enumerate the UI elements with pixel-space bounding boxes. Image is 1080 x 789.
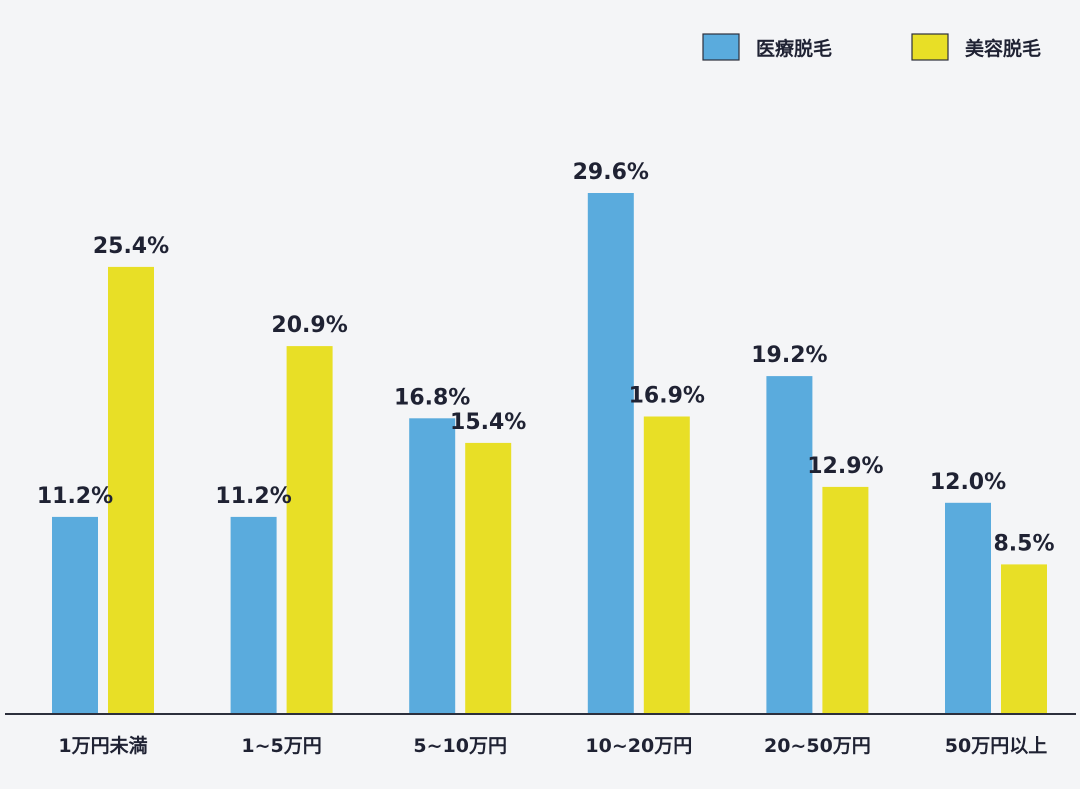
bar-medical-0 [52, 516, 98, 714]
x-tick-label-1: 1~5万円 [241, 735, 321, 757]
value-label-beauty-5: 8.5% [993, 531, 1054, 556]
value-label-beauty-0: 25.4% [93, 234, 169, 259]
value-label-beauty-3: 16.9% [629, 384, 705, 409]
bar-beauty-4 [822, 486, 869, 714]
value-label-medical-1: 11.2% [215, 484, 291, 509]
x-tick-label-4: 20~50万円 [764, 735, 871, 757]
legend-label-medical: 医療脱毛 [756, 37, 832, 60]
value-label-medical-2: 16.8% [394, 385, 470, 410]
value-label-medical-3: 29.6% [573, 160, 649, 185]
bar-beauty-0 [108, 266, 154, 714]
x-tick-label-0: 1万円未満 [58, 734, 147, 757]
value-label-medical-0: 11.2% [37, 484, 113, 509]
bar-medical-4 [766, 376, 813, 714]
bar-medical-1 [230, 516, 277, 714]
bar-beauty-5 [1001, 564, 1047, 714]
legend-label-beauty: 美容脱毛 [965, 37, 1041, 60]
bar-medical-3 [587, 193, 634, 714]
value-label-beauty-1: 20.9% [271, 313, 347, 338]
bar-medical-5 [945, 502, 991, 714]
value-label-medical-4: 19.2% [751, 343, 827, 368]
x-tick-label-3: 10~20万円 [585, 735, 692, 757]
value-label-beauty-2: 15.4% [450, 410, 526, 435]
legend-swatch-medical [702, 33, 740, 61]
legend: 医療脱毛 美容脱毛 [702, 33, 1041, 61]
x-tick-label-5: 50万円以上 [945, 735, 1047, 757]
x-axis-tick-labels: 1万円未満 1~5万円 5~10万円 10~20万円 20~50万円 50万円以上 [58, 734, 1047, 757]
bar-beauty-3 [643, 416, 690, 714]
x-tick-label-2: 5~10万円 [413, 735, 507, 757]
value-labels: 11.2% 25.4% 11.2% 20.9% 16.8%15.4% 29.6% 16.9%… [37, 160, 1055, 556]
bar-beauty-2 [465, 442, 512, 714]
value-label-medical-5: 12.0% [930, 470, 1006, 495]
bars [52, 193, 1047, 714]
value-label-beauty-4: 12.9% [807, 454, 883, 479]
legend-swatch-beauty [911, 33, 949, 61]
bar-medical-2 [409, 418, 456, 714]
bar-beauty-1 [286, 346, 333, 714]
